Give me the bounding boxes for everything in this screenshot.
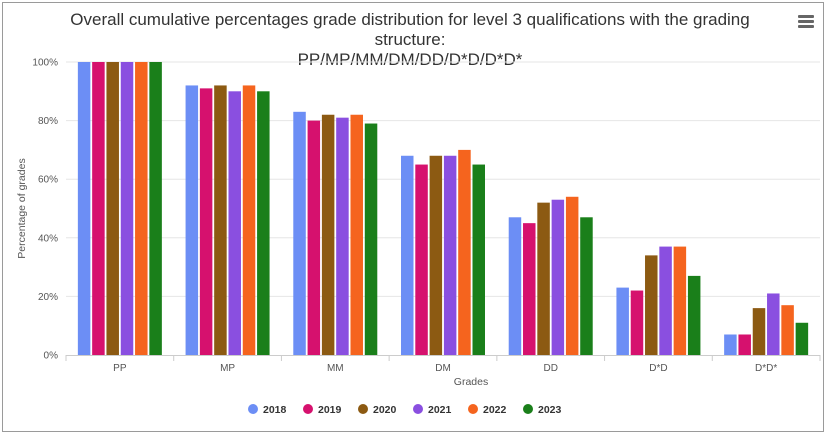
gridlines <box>66 61 820 297</box>
legend-label: 2019 <box>318 404 342 416</box>
bar-DM-2019[interactable] <box>415 164 428 355</box>
bar-DD-2019[interactable] <box>523 223 536 355</box>
bar-MP-2018[interactable] <box>185 85 199 355</box>
y-tick-label: 0% <box>44 351 59 362</box>
legend-marker <box>248 404 258 414</box>
bar-D*D*-2019[interactable] <box>738 334 751 355</box>
x-axis-title: Grades <box>454 376 488 388</box>
x-tick-label: MP <box>220 363 235 374</box>
legend-item-2020[interactable]: 2020 <box>358 404 397 416</box>
legend-marker <box>413 404 423 414</box>
bar-MP-2022[interactable] <box>242 85 256 355</box>
bar-DM-2023[interactable] <box>472 164 486 355</box>
bar-D*D*-2022[interactable] <box>781 305 794 355</box>
bar-D*D-2023[interactable] <box>687 275 701 355</box>
bar-DD-2020[interactable] <box>537 202 550 355</box>
legend-label: 2022 <box>483 404 507 416</box>
y-tick-label: 80% <box>38 116 58 127</box>
legend-label: 2021 <box>428 404 452 416</box>
legend-label: 2023 <box>538 404 562 416</box>
y-tick-label: 60% <box>38 175 58 186</box>
x-tick-label: DM <box>435 363 451 374</box>
x-tick-label: D*D <box>649 363 667 374</box>
y-tick-label: 20% <box>38 292 58 303</box>
bar-D*D-2019[interactable] <box>630 290 644 355</box>
legend-label: 2018 <box>263 404 287 416</box>
legend-marker <box>358 404 368 414</box>
bar-D*D*-2023[interactable] <box>795 322 809 355</box>
bar-DD-2023[interactable] <box>580 217 593 355</box>
bar-D*D-2018[interactable] <box>616 287 629 355</box>
legend-marker <box>523 404 533 414</box>
x-axis-ticks: PP MP MM DM DD D*D D*D* <box>65 355 821 374</box>
legend-marker <box>303 404 313 414</box>
bar-D*D-2021[interactable] <box>659 246 672 355</box>
bar-PP-2023[interactable] <box>149 62 162 355</box>
bar-D*D-2022[interactable] <box>673 246 687 355</box>
hamburger-menu-icon[interactable] <box>798 15 814 29</box>
legend-item-2023[interactable]: 2023 <box>523 404 562 416</box>
y-axis-title: Percentage of grades <box>16 158 28 258</box>
y-tick-label: 40% <box>38 233 58 244</box>
bar-D*D*-2021[interactable] <box>767 293 780 355</box>
bar-MM-2019[interactable] <box>307 120 321 355</box>
bars <box>77 62 809 356</box>
bar-PP-2018[interactable] <box>77 62 91 355</box>
legend: 2018 2019 2020 2021 2022 2023 <box>248 404 562 416</box>
bar-PP-2019[interactable] <box>92 62 105 355</box>
bar-DM-2020[interactable] <box>429 155 443 355</box>
bar-MP-2021[interactable] <box>228 91 241 356</box>
y-axis-ticks: 0% 20% 40% 60% 80% 100% <box>32 58 58 362</box>
bar-D*D*-2020[interactable] <box>752 308 766 355</box>
legend-label: 2020 <box>373 404 397 416</box>
bar-MM-2020[interactable] <box>321 114 335 356</box>
chart-title-line-1: Overall cumulative percentages grade dis… <box>70 10 750 49</box>
x-tick-label: MM <box>327 363 344 374</box>
bar-D*D*-2018[interactable] <box>724 334 737 355</box>
y-tick-label: 100% <box>32 58 58 69</box>
bar-PP-2022[interactable] <box>135 62 148 355</box>
bar-MP-2020[interactable] <box>214 85 227 355</box>
bar-DM-2021[interactable] <box>443 155 457 355</box>
bar-MP-2019[interactable] <box>199 88 213 356</box>
bar-DD-2018[interactable] <box>508 217 522 355</box>
bar-MM-2018[interactable] <box>293 111 306 355</box>
chart-title: Overall cumulative percentages grade dis… <box>40 10 780 70</box>
legend-item-2022[interactable]: 2022 <box>468 404 507 416</box>
bar-MM-2021[interactable] <box>336 117 349 355</box>
bar-MM-2023[interactable] <box>364 123 378 355</box>
bar-MP-2023[interactable] <box>257 91 270 356</box>
chart-title-line-2: PP/MP/MM/DM/DD/D*D/D*D* <box>297 50 523 69</box>
legend-item-2019[interactable]: 2019 <box>303 404 342 416</box>
x-tick-label: D*D* <box>755 363 777 374</box>
bar-MM-2022[interactable] <box>350 114 363 356</box>
bar-D*D-2020[interactable] <box>645 255 658 355</box>
bar-DM-2022[interactable] <box>458 149 471 355</box>
legend-item-2018[interactable]: 2018 <box>248 404 287 416</box>
bar-DD-2022[interactable] <box>565 196 579 355</box>
x-tick-label: PP <box>113 363 127 374</box>
bar-PP-2020[interactable] <box>106 62 119 355</box>
legend-marker <box>468 404 478 414</box>
bar-DM-2018[interactable] <box>401 155 414 355</box>
bar-PP-2021[interactable] <box>120 62 134 355</box>
bar-DD-2021[interactable] <box>551 199 565 355</box>
x-tick-label: DD <box>543 363 557 374</box>
legend-item-2021[interactable]: 2021 <box>413 404 452 416</box>
